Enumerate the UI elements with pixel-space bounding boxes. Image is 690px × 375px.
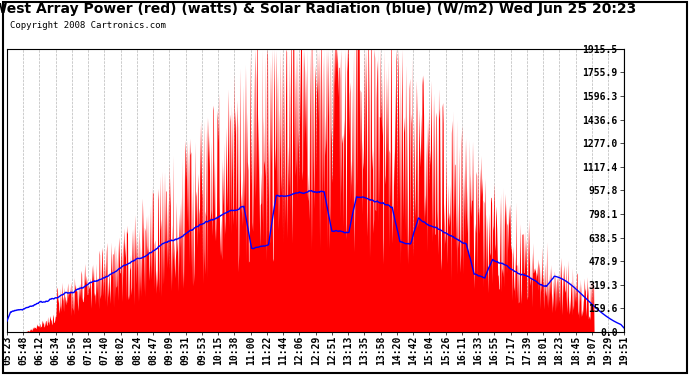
Text: West Array Power (red) (watts) & Solar Radiation (blue) (W/m2) Wed Jun 25 20:23: West Array Power (red) (watts) & Solar R… (0, 2, 636, 16)
Text: Copyright 2008 Cartronics.com: Copyright 2008 Cartronics.com (10, 21, 166, 30)
